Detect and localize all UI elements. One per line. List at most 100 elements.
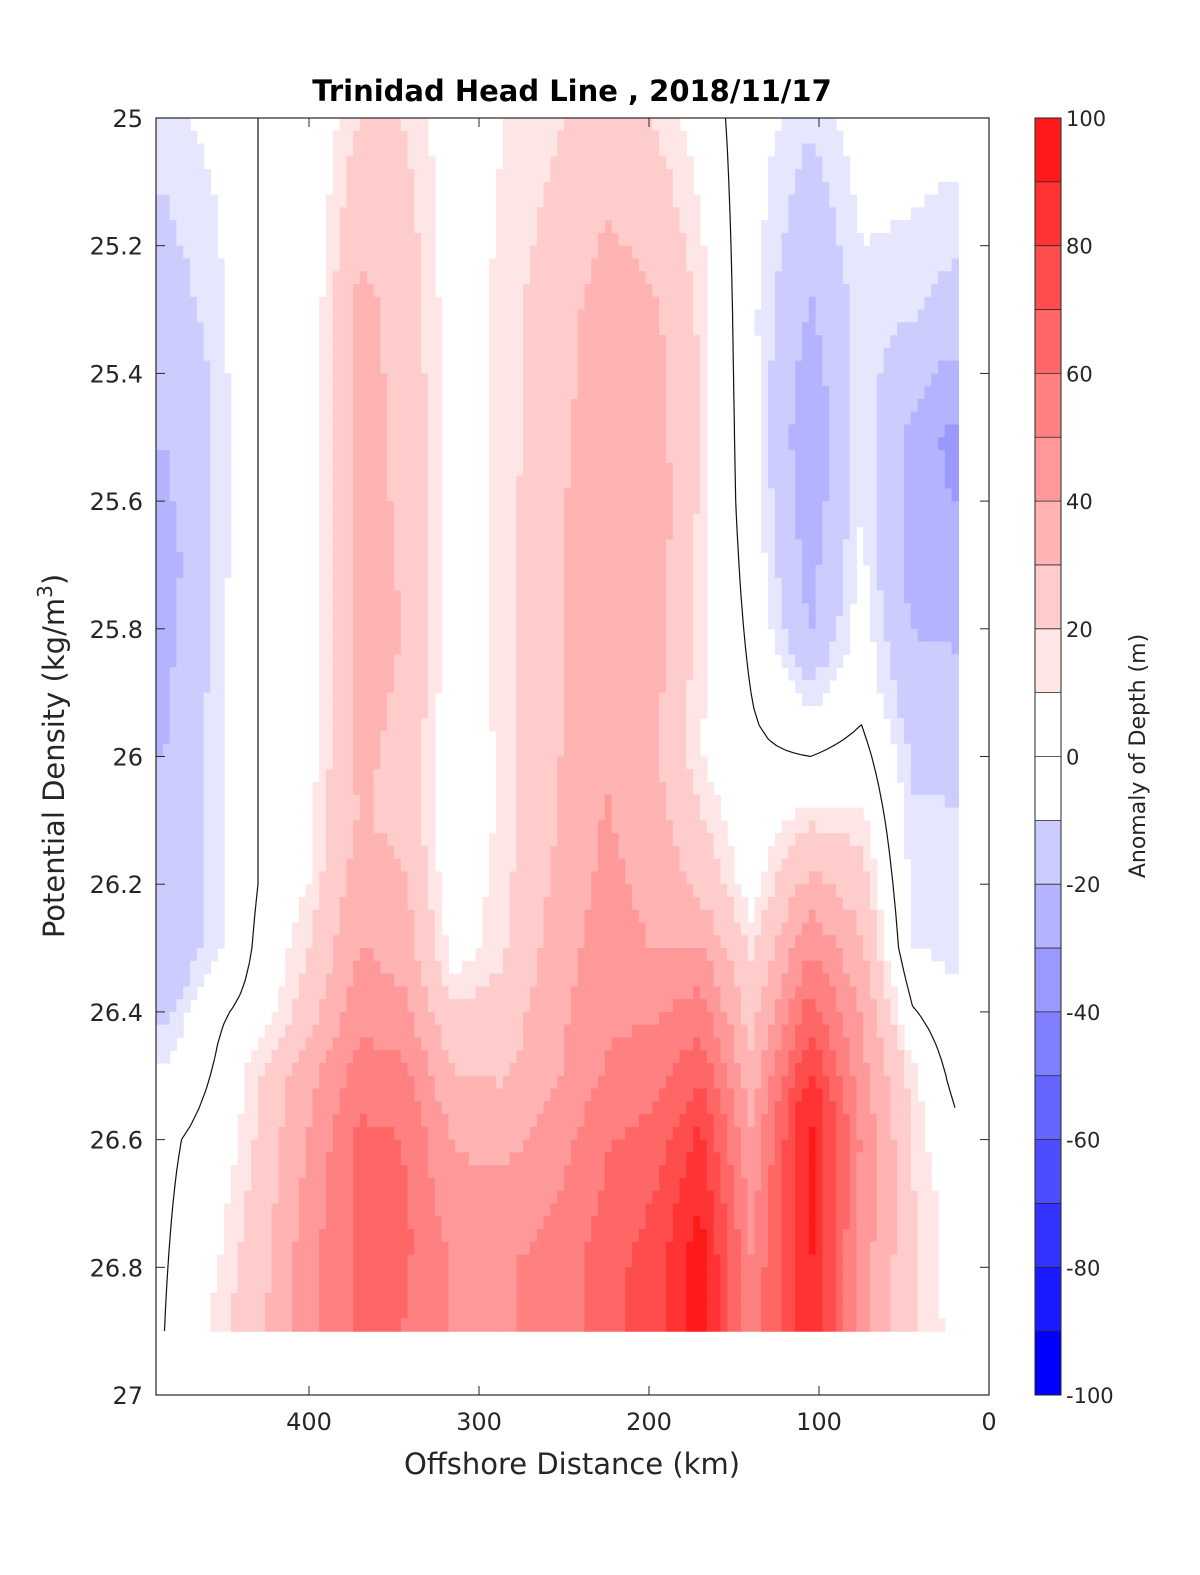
contour-cell	[156, 1050, 164, 1064]
contour-cell	[516, 948, 524, 962]
contour-cell	[502, 1190, 511, 1205]
contour-cell	[475, 948, 483, 962]
contour-cell	[380, 450, 388, 464]
contour-cell	[530, 1075, 538, 1090]
contour-cell	[400, 181, 409, 196]
contour-cell	[162, 1037, 171, 1051]
contour-cell	[414, 743, 422, 758]
contour-cell	[570, 1050, 579, 1064]
contour-cell	[373, 424, 381, 438]
contour-cell	[210, 628, 218, 643]
contour-cell	[536, 1114, 545, 1128]
contour-cell	[183, 909, 191, 924]
contour-cell	[618, 258, 626, 272]
contour-cell	[196, 245, 205, 260]
contour-cell	[190, 207, 198, 221]
contour-cell	[298, 1216, 307, 1230]
contour-cell	[366, 1228, 375, 1243]
contour-cell	[353, 386, 361, 400]
contour-cell	[400, 411, 409, 426]
contour-cell	[496, 347, 504, 362]
contour-cell	[455, 1228, 463, 1243]
contour-cell	[292, 1062, 300, 1077]
contour-cell	[625, 1190, 633, 1205]
contour-cell	[169, 143, 177, 157]
contour-cell	[604, 807, 613, 821]
contour-cell	[557, 935, 565, 949]
contour-cell	[156, 232, 164, 247]
contour-cell	[462, 1280, 470, 1294]
contour-cell	[353, 411, 361, 426]
contour-cell	[421, 641, 429, 655]
contour-cell	[346, 450, 354, 464]
contour-cell	[550, 1037, 558, 1051]
contour-cell	[577, 156, 585, 170]
contour-cell	[434, 373, 443, 387]
contour-cell	[502, 1152, 511, 1166]
contour-cell	[577, 769, 585, 783]
contour-cell	[591, 1050, 599, 1064]
contour-cell	[407, 552, 415, 566]
contour-cell	[536, 488, 545, 502]
contour-cell	[604, 194, 613, 208]
contour-cell	[339, 1241, 347, 1256]
contour-cell	[564, 922, 572, 936]
contour-cell	[394, 833, 402, 847]
contour-cell	[543, 1190, 551, 1205]
contour-cell	[400, 1216, 409, 1230]
contour-cell	[530, 884, 538, 898]
contour-cell	[339, 411, 347, 426]
contour-cell	[319, 667, 327, 681]
contour-cell	[414, 475, 422, 489]
contour-cell	[326, 1203, 334, 1217]
contour-cell	[169, 960, 177, 975]
contour-cell	[156, 986, 164, 1000]
contour-cell	[536, 756, 545, 770]
contour-cell	[489, 1216, 497, 1230]
contour-cell	[400, 1024, 409, 1039]
contour-cell	[190, 386, 198, 400]
contour-cell	[618, 1139, 626, 1153]
contour-cell	[428, 322, 436, 336]
contour-cell	[244, 1241, 252, 1256]
contour-cell	[536, 986, 545, 1000]
contour-cell	[502, 1280, 511, 1294]
contour-cell	[577, 424, 585, 438]
contour-cell	[502, 1139, 511, 1153]
contour-cell	[604, 373, 613, 387]
contour-cell	[632, 628, 640, 643]
contour-cell	[482, 1024, 490, 1039]
contour-cell	[550, 488, 558, 502]
contour-cell	[387, 679, 395, 694]
contour-cell	[217, 616, 225, 630]
contour-cell	[441, 1254, 449, 1268]
contour-cell	[625, 539, 633, 553]
contour-cell	[156, 654, 164, 668]
contour-cell	[632, 1228, 640, 1243]
contour-cell	[475, 1280, 483, 1294]
contour-cell	[353, 858, 361, 873]
contour-cell	[353, 1126, 361, 1141]
contour-cell	[570, 1228, 579, 1243]
contour-cell	[332, 1254, 341, 1268]
contour-cell	[502, 654, 511, 668]
contour-cell	[400, 450, 409, 464]
contour-cell	[169, 335, 177, 349]
contour-cell	[564, 1241, 572, 1256]
contour-cell	[169, 386, 177, 400]
contour-cell	[360, 999, 368, 1013]
contour-cell	[210, 437, 218, 451]
contour-cell	[414, 1011, 422, 1026]
contour-cell	[366, 450, 375, 464]
contour-cell	[604, 577, 613, 592]
contour-cell	[353, 284, 361, 298]
contour-cell	[550, 858, 558, 873]
contour-cell	[332, 1305, 341, 1319]
contour-cell	[543, 232, 551, 247]
contour-cell	[366, 258, 375, 272]
contour-cell	[632, 1318, 640, 1332]
contour-cell	[298, 986, 307, 1000]
contour-cell	[557, 220, 565, 234]
contour-cell	[183, 296, 191, 311]
contour-cell	[604, 1062, 613, 1077]
